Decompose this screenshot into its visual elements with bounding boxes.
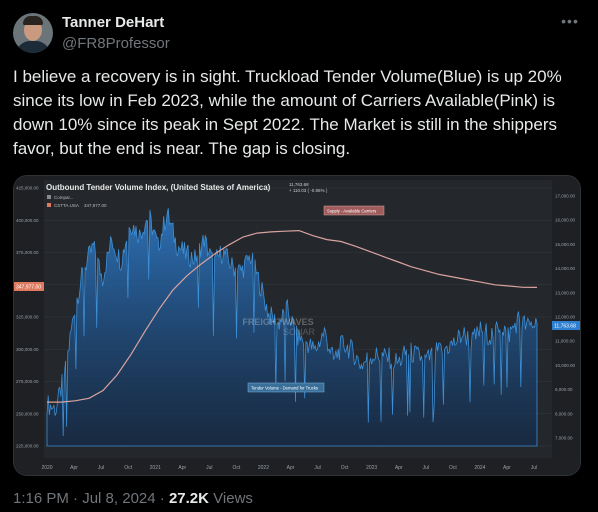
right-tick-label: 13,000.00 (555, 290, 576, 295)
left-badge-text: 347,977.00 (16, 285, 41, 291)
x-tick-label: Apr (70, 465, 78, 471)
x-tick-label: Jul (531, 465, 537, 471)
author-handle[interactable]: @FR8Professor (62, 35, 170, 52)
left-badge (14, 282, 44, 291)
x-tick-label: Jul (206, 465, 212, 471)
x-tick-label: Apr (503, 465, 511, 471)
right-tick-label: 14,000.00 (555, 266, 576, 271)
watermark-sonar: SONAR (283, 327, 316, 337)
left-tick-label: 425,000.00 (16, 186, 39, 191)
left-tick-label: 300,000.00 (16, 347, 39, 352)
annotation-tender-box (247, 382, 325, 393)
x-tick-label: 2021 (150, 465, 161, 471)
right-tick-label: 15,000.00 (555, 242, 576, 247)
supply-line (47, 229, 538, 403)
more-icon[interactable]: ••• (561, 13, 579, 29)
views-count[interactable]: 27.2K (168, 490, 209, 507)
legend-swatch-csttausa (47, 203, 51, 207)
legend-label-compare: Compar... (54, 195, 74, 200)
annotation-tender: Tender Volume - Demand for Trucks (251, 386, 318, 391)
x-tick-label: Jul (423, 465, 429, 471)
annotation-supply: Supply - Available Carriers (327, 209, 376, 214)
right-tick-label: 10,000.00 (555, 363, 576, 368)
author-name[interactable]: Tanner DeHart (62, 14, 165, 31)
x-tick-label: 2022 (258, 465, 269, 471)
header-value-2: + 110.03 ( -0.86% ) (289, 188, 328, 193)
right-tick-label: 11,000.00 (555, 339, 575, 344)
right-tick-label: 16,000.00 (555, 218, 576, 223)
tweet-meta: 1:16 PM · Jul 8, 2024 · 27.2K Views (13, 490, 253, 507)
x-tick-label: Apr (178, 465, 186, 471)
right-tick-label: 12,000.00 (555, 315, 576, 320)
meta-separator-2: · (159, 490, 165, 507)
watermark-freightwaves: FREIGHTWAVES (242, 317, 313, 327)
x-tick-label: Apr (395, 465, 403, 471)
right-tick-label: 17,000.00 (555, 194, 576, 199)
tweet-time[interactable]: 1:16 PM (13, 490, 69, 507)
tweet-text: I believe a recovery is in sight. Truckl… (13, 67, 562, 158)
tender-volume-area (46, 208, 538, 447)
x-tick-label: 2020 (41, 465, 52, 471)
avatar-shirt (16, 41, 50, 53)
avatar-hair (23, 16, 43, 25)
x-tick-label: 2024 (474, 465, 485, 471)
right-tick-label: 7,000.00 (555, 436, 573, 441)
right-badge (552, 321, 580, 330)
x-tick-label: Oct (449, 465, 457, 471)
views-label: Views (213, 490, 253, 507)
tweet-date[interactable]: Jul 8, 2024 (82, 490, 156, 507)
x-tick-label: Jul (98, 465, 104, 471)
chart-title: Outbound Tender Volume Index, (United St… (46, 183, 271, 192)
avatar[interactable] (13, 13, 53, 53)
header-value-1: 11,763.68 (289, 182, 309, 187)
chart-image[interactable]: Outbound Tender Volume Index, (United St… (13, 175, 581, 476)
right-tick-label: 8,000.00 (555, 411, 573, 416)
tender-volume-chart: Outbound Tender Volume Index, (United St… (14, 176, 580, 475)
right-badge-text: 11,763.68 (554, 324, 576, 330)
x-tick-label: Jul (314, 465, 320, 471)
left-tick-label: 225,000.00 (16, 444, 39, 449)
meta-separator-1: · (73, 490, 79, 507)
legend-swatch-compare (47, 195, 51, 199)
left-tick-label: 400,000.00 (16, 218, 39, 223)
legend-value-csttausa: 347,977.00 (84, 203, 107, 208)
annotation-supply-box (323, 205, 385, 216)
right-tick-label: 9,000.00 (555, 387, 573, 392)
x-tick-label: Apr (287, 465, 295, 471)
left-tick-label: 325,000.00 (16, 315, 39, 320)
legend-label-csttausa: CSTTA.USA (54, 203, 79, 208)
left-tick-label: 250,000.00 (16, 411, 39, 416)
x-tick-label: Oct (232, 465, 240, 471)
left-tick-label: 275,000.00 (16, 379, 39, 384)
x-tick-label: Oct (124, 465, 132, 471)
x-tick-label: Oct (341, 465, 349, 471)
x-tick-label: 2023 (366, 465, 377, 471)
left-tick-label: 375,000.00 (16, 250, 39, 255)
